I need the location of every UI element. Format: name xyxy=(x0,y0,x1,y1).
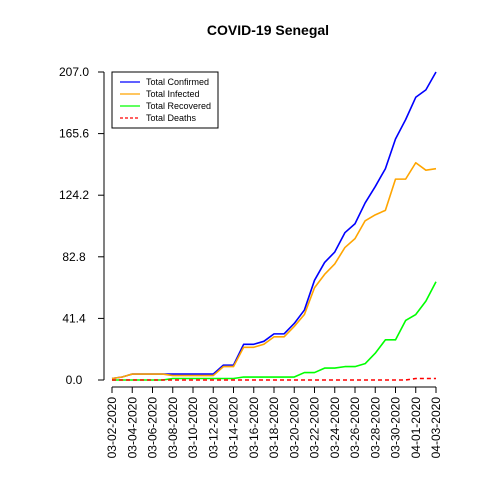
series-line-4 xyxy=(112,377,436,381)
series-line-3 xyxy=(112,281,437,381)
x-tick-label: 03-08-2020 xyxy=(166,397,180,459)
x-axis: 03-02-2020 03-04-2020 03-06-2020 03-08-2020… xyxy=(105,386,443,459)
x-tick-label: 03-06-2020 xyxy=(146,397,160,459)
legend: Total Confirmed Total Infected Total Recov… xyxy=(111,71,219,129)
legend-label-3: Total Recovered xyxy=(146,101,211,111)
legend-label-1: Total Confirmed xyxy=(146,77,209,87)
x-tick-label: 03-20-2020 xyxy=(287,397,301,459)
series-line-2 xyxy=(111,161,437,380)
y-tick-label: 207.0 xyxy=(59,65,89,79)
x-tick-label: 03-12-2020 xyxy=(206,397,220,459)
x-tick-label: 03-04-2020 xyxy=(125,397,139,459)
x-tick-label: 03-28-2020 xyxy=(368,397,382,459)
legend-label-4: Total Deaths xyxy=(146,113,197,123)
legend-label-2: Total Infected xyxy=(146,89,200,99)
x-tick-label: 03-10-2020 xyxy=(186,397,200,459)
x-tick-label: 04-03-2020 xyxy=(429,397,443,459)
x-tick-label: 04-01-2020 xyxy=(409,397,423,459)
chart-title: COVID-19 Senegal xyxy=(207,22,329,38)
x-tick-label: 03-18-2020 xyxy=(267,397,281,459)
x-tick-label: 03-14-2020 xyxy=(227,397,241,459)
x-tick-label: 03-24-2020 xyxy=(328,397,342,459)
y-tick-label: 82.8 xyxy=(62,250,86,264)
x-tick-label: 03-16-2020 xyxy=(247,397,261,459)
y-tick-label: 0.0 xyxy=(66,373,83,387)
y-tick-label: 165.6 xyxy=(59,127,89,141)
legend-box xyxy=(111,71,219,129)
y-axis: 0.0 41.4 82.8 124.2 165.6 207.0 xyxy=(59,65,105,387)
x-tick-label: 03-22-2020 xyxy=(308,397,322,459)
y-tick-label: 124.2 xyxy=(59,188,89,202)
x-tick-label: 03-02-2020 xyxy=(105,397,119,459)
x-tick-label: 03-30-2020 xyxy=(389,397,403,459)
y-tick-label: 41.4 xyxy=(62,311,86,325)
x-tick-label: 03-26-2020 xyxy=(348,397,362,459)
series-layer xyxy=(111,71,437,381)
